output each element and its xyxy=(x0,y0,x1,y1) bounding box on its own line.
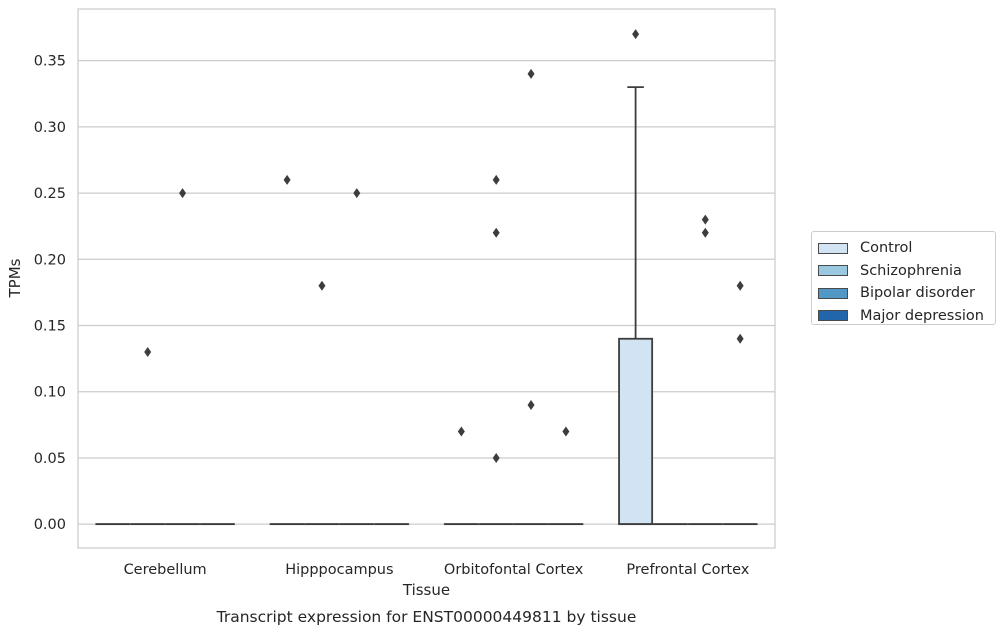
box xyxy=(619,87,652,524)
plot-frame xyxy=(78,9,775,548)
legend: Control Schizophrenia Bipolar disorder M… xyxy=(811,231,996,325)
legend-item: Control xyxy=(818,237,995,260)
legend-swatch xyxy=(818,288,848,299)
outlier-point xyxy=(493,453,500,463)
outlier-point xyxy=(632,29,639,39)
y-tick-label: 0.35 xyxy=(34,54,66,70)
outlier-point xyxy=(144,347,151,357)
outlier-point xyxy=(702,215,709,225)
y-axis-label: TPMs xyxy=(6,258,24,298)
outlier-point xyxy=(528,400,535,410)
outlier-point xyxy=(737,281,744,291)
legend-swatch xyxy=(818,243,848,254)
outlier-point xyxy=(528,69,535,79)
legend-label: Major depression xyxy=(860,308,984,324)
outlier-point xyxy=(458,426,465,436)
y-tick-label: 0.30 xyxy=(34,120,66,136)
y-axis-ticks: 0.00 0.05 0.10 0.15 0.20 0.25 0.30 0.35 xyxy=(34,54,66,534)
outlier-point xyxy=(702,228,709,238)
x-tick-label: Cerebellum xyxy=(124,562,207,578)
chart-title: Transcript expression for ENST0000044981… xyxy=(216,608,637,626)
outlier-point xyxy=(179,188,186,198)
x-axis-label: Tissue xyxy=(402,581,450,599)
outliers xyxy=(144,29,743,463)
outlier-point xyxy=(493,228,500,238)
x-tick-label: Prefrontal Cortex xyxy=(626,562,749,578)
x-tick-label: Hipppocampus xyxy=(285,562,393,578)
legend-label: Schizophrenia xyxy=(860,263,962,279)
outlier-point xyxy=(284,175,291,185)
boxes xyxy=(96,87,756,524)
y-tick-label: 0.15 xyxy=(34,319,66,335)
y-tick-label: 0.05 xyxy=(34,451,66,467)
legend-swatch xyxy=(818,265,848,276)
x-axis-ticks: Cerebellum Hipppocampus Orbitofontal Corte… xyxy=(124,562,750,578)
y-tick-label: 0.20 xyxy=(34,252,66,268)
box-body xyxy=(619,339,652,524)
legend-item: Schizophrenia xyxy=(818,260,995,283)
legend-label: Control xyxy=(860,240,912,256)
legend-item: Bipolar disorder xyxy=(818,282,995,305)
y-tick-label: 0.25 xyxy=(34,186,66,202)
outlier-point xyxy=(353,188,360,198)
outlier-point xyxy=(737,334,744,344)
legend-label: Bipolar disorder xyxy=(860,285,975,301)
y-tick-label: 0.10 xyxy=(34,385,66,401)
outlier-point xyxy=(493,175,500,185)
y-tick-label: 0.00 xyxy=(34,517,66,533)
x-tick-label: Orbitofontal Cortex xyxy=(444,562,584,578)
outlier-point xyxy=(562,426,569,436)
outlier-point xyxy=(318,281,325,291)
legend-item: Major depression xyxy=(818,305,995,328)
legend-swatch xyxy=(818,310,848,321)
grid-lines xyxy=(78,61,775,525)
